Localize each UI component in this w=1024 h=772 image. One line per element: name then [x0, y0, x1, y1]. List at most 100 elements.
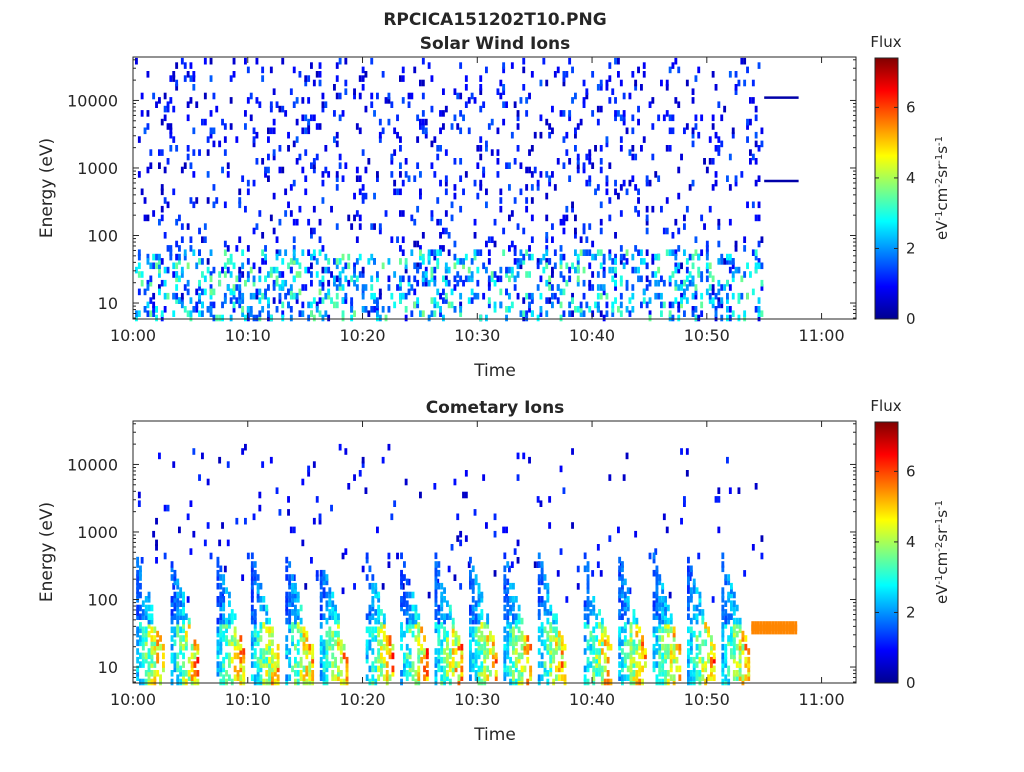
flux-cell: [444, 262, 448, 270]
flux-cell: [344, 88, 348, 95]
flux-cell: [255, 288, 259, 296]
flux-cell: [335, 75, 339, 82]
flux-cell: [175, 271, 179, 278]
flux-cell: [345, 674, 349, 681]
flux-cell: [259, 674, 263, 681]
flux-cell: [629, 626, 633, 634]
flux-cell: [510, 131, 514, 139]
flux-cell: [374, 635, 378, 642]
flux-cell: [728, 71, 732, 78]
flux-cell: [424, 131, 428, 139]
flux-cell: [183, 249, 187, 256]
flux-cell: [460, 656, 464, 664]
flux-cell: [456, 513, 460, 521]
flux-cell: [420, 626, 424, 634]
flux-cell: [173, 569, 177, 577]
flux-cell: [754, 483, 758, 490]
flux-cell: [579, 118, 583, 126]
flux-cell: [514, 648, 518, 655]
flux-cell: [291, 600, 294, 607]
flux-cell: [272, 266, 276, 274]
flux-cell: [321, 284, 325, 291]
flux-cell: [453, 306, 457, 313]
flux-cell: [444, 188, 448, 196]
flux-cell: [746, 123, 749, 130]
flux-cell: [479, 136, 483, 143]
flux-cell: [565, 205, 569, 213]
flux-cell: [405, 622, 409, 629]
flux-cell: [147, 678, 151, 686]
flux-cell: [223, 271, 227, 278]
flux-cell: [614, 253, 617, 261]
flux-cell: [546, 670, 550, 677]
flux-cell: [377, 609, 381, 616]
flux-cell: [368, 609, 372, 616]
flux-cell: [289, 258, 293, 265]
flux-cell: [222, 604, 226, 612]
flux-cell: [268, 643, 271, 651]
flux-cell: [622, 474, 626, 481]
flux-cell: [582, 266, 586, 274]
flux-cell: [178, 253, 181, 261]
flux-cell: [635, 678, 639, 686]
flux-cell: [549, 661, 553, 668]
flux-cell: [525, 197, 529, 204]
flux-cell: [238, 236, 242, 243]
flux-cell: [589, 648, 593, 655]
flux-cell: [244, 279, 247, 287]
flux-cell: [666, 630, 670, 638]
flux-cell: [338, 57, 342, 65]
flux-cell: [698, 643, 702, 651]
flux-cell: [312, 166, 316, 174]
flux-cell: [520, 643, 524, 651]
flux-cell: [425, 648, 429, 655]
flux-cell: [187, 670, 191, 677]
flux-cell: [436, 145, 440, 152]
flux-cell: [608, 62, 612, 69]
flux-cell: [405, 674, 409, 681]
flux-cell: [747, 670, 751, 677]
flux-cell: [618, 661, 622, 668]
flux-cell: [539, 258, 543, 265]
flux-cell: [623, 674, 627, 681]
flux-cell: [136, 609, 140, 616]
flux-cell: [712, 674, 716, 681]
flux-cell: [634, 153, 638, 161]
flux-cell: [253, 652, 257, 660]
flux-cell: [433, 136, 437, 143]
flux-cell: [186, 153, 190, 161]
flux-cell: [603, 652, 607, 660]
flux-cell: [652, 600, 656, 607]
flux-cell: [560, 661, 564, 668]
flux-cell: [471, 652, 475, 660]
flux-cell: [537, 661, 541, 668]
flux-cell: [258, 310, 262, 317]
flux-cell: [209, 249, 213, 256]
flux-cell: [136, 630, 140, 638]
flux-cell: [503, 578, 507, 586]
flux-cell: [299, 604, 303, 612]
flux-cell: [655, 569, 659, 577]
flux-cell: [221, 522, 224, 529]
flux-cell: [669, 665, 673, 673]
flux-cell: [621, 678, 624, 686]
flux-cell: [413, 66, 417, 74]
flux-cell: [307, 218, 311, 226]
flux-cell: [176, 661, 180, 668]
flux-cell: [614, 232, 617, 239]
flux-cell: [410, 249, 414, 256]
flux-cell: [253, 622, 257, 629]
flux-cell: [399, 258, 402, 265]
flux-cell: [540, 630, 544, 638]
flux-cell: [361, 271, 365, 278]
flux-cell: [545, 192, 549, 200]
flux-cell: [520, 674, 524, 681]
flux-cell: [509, 596, 512, 603]
flux-cell: [216, 639, 220, 647]
flux-cell: [312, 158, 316, 165]
flux-cell: [477, 678, 481, 686]
flux-cell: [632, 661, 636, 668]
flux-cell: [499, 266, 503, 274]
flux-cell: [522, 310, 526, 317]
flux-cell: [172, 188, 176, 196]
